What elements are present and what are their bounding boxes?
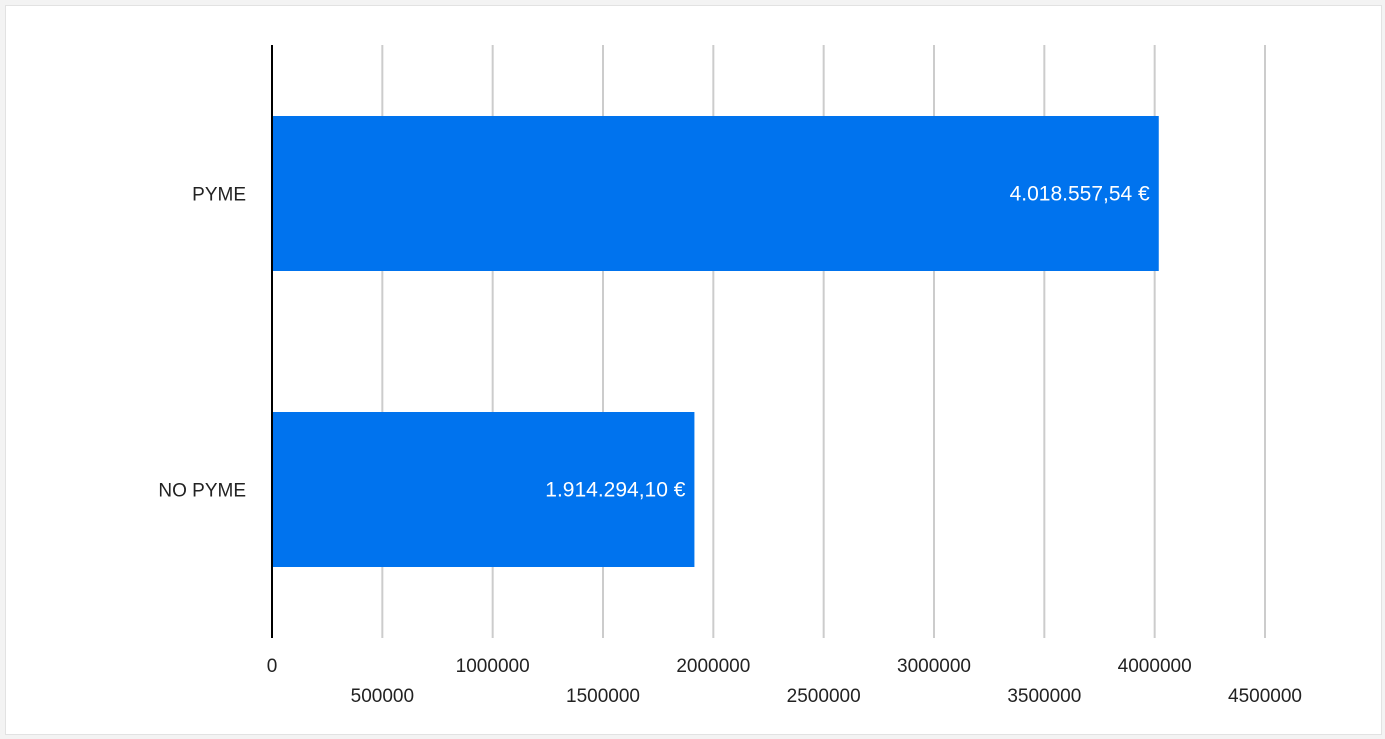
data-label-pyme: 4.018.557,54 € [1010, 183, 1150, 206]
bar-pyme [272, 116, 1159, 271]
x-tick-label-1500000: 1500000 [566, 686, 640, 707]
x-tick-label-2000000: 2000000 [676, 656, 750, 677]
x-tick-label-500000: 500000 [351, 686, 414, 707]
x-tick-label-3500000: 3500000 [1007, 686, 1081, 707]
bars [272, 116, 1159, 567]
data-labels: 4.018.557,54 € 1.914.294,10 € [545, 183, 1150, 502]
x-tick-label-4000000: 4000000 [1118, 656, 1192, 677]
x-tick-label-3000000: 3000000 [897, 656, 971, 677]
x-tick-label-1000000: 1000000 [456, 656, 530, 677]
category-labels: PYME NO PYME [158, 185, 246, 502]
x-tick-label-2500000: 2500000 [787, 686, 861, 707]
bar-no-pyme [272, 412, 695, 567]
category-label-pyme: PYME [192, 185, 246, 206]
data-label-no-pyme: 1.914.294,10 € [545, 479, 685, 502]
category-label-no-pyme: NO PYME [158, 481, 246, 502]
x-tick-label-4500000: 4500000 [1228, 686, 1302, 707]
x-axis-tick-labels: 0 500000 1000000 1500000 2000000 2500000 30000… [267, 656, 1302, 707]
x-tick-label-0: 0 [267, 656, 278, 677]
